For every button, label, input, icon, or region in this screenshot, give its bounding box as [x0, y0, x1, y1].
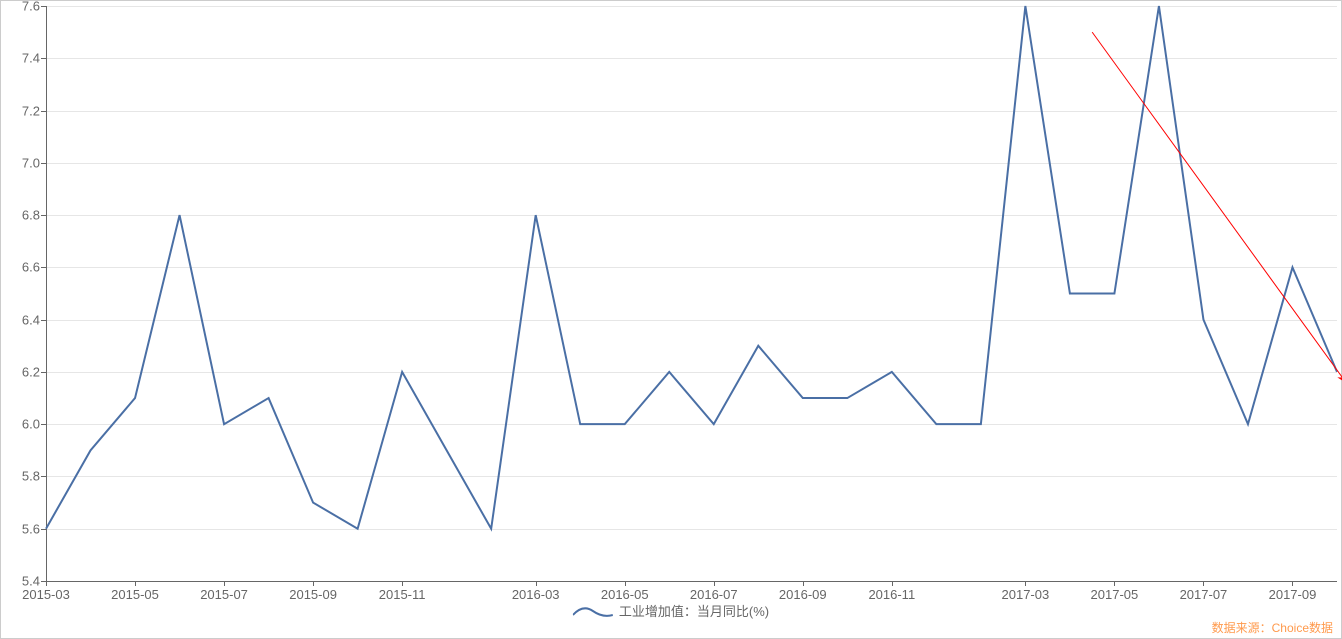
x-tick-mark	[1114, 581, 1115, 586]
annotation-arrow	[1092, 32, 1342, 382]
legend-label: 工业增加值：当月同比(%)	[619, 601, 769, 620]
legend: 工业增加值：当月同比(%)	[573, 601, 769, 620]
x-tick-mark	[402, 581, 403, 586]
x-tick-mark	[892, 581, 893, 586]
x-tick-mark	[224, 581, 225, 586]
legend-sample-icon	[573, 604, 613, 618]
plot-area: 5.45.65.86.06.26.46.66.87.07.27.47.62015…	[46, 6, 1337, 581]
x-tick-mark	[1203, 581, 1204, 586]
x-tick-mark	[46, 581, 47, 586]
series-line	[46, 6, 1337, 529]
x-tick-mark	[803, 581, 804, 586]
x-tick-mark	[714, 581, 715, 586]
x-tick-mark	[1292, 581, 1293, 586]
x-tick-mark	[536, 581, 537, 586]
x-tick-mark	[1025, 581, 1026, 586]
source-note: 数据来源：Choice数据	[1212, 619, 1333, 636]
line-layer	[46, 6, 1337, 581]
x-tick-mark	[625, 581, 626, 586]
chart-container: 5.45.65.86.06.26.46.66.87.07.27.47.62015…	[0, 0, 1342, 639]
x-tick-mark	[313, 581, 314, 586]
x-tick-mark	[135, 581, 136, 586]
